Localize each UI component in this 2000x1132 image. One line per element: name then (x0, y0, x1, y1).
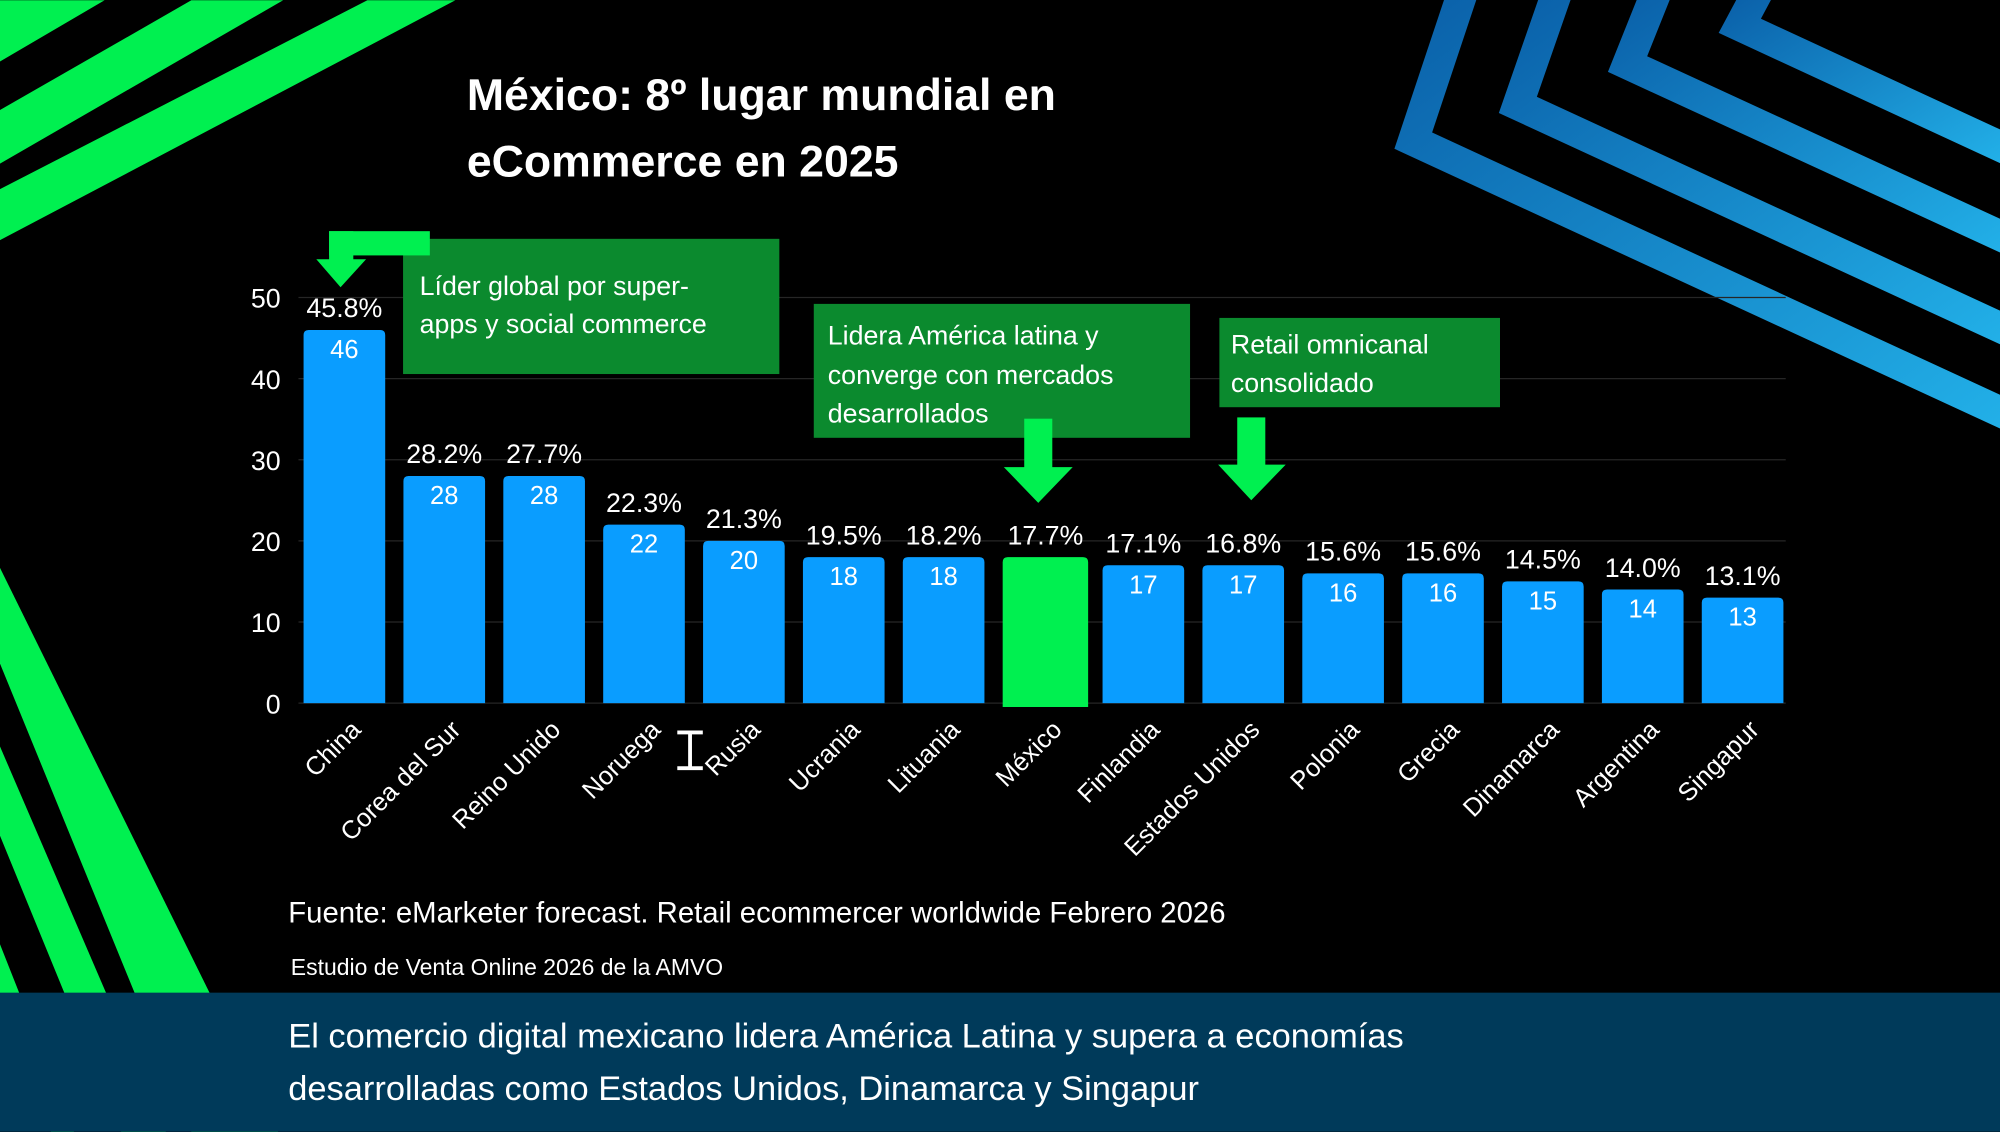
percent-label: 22.3% (606, 488, 682, 518)
value-label: 17 (1129, 571, 1157, 599)
y-tick-label: 50 (251, 284, 281, 314)
value-label: 28 (430, 482, 458, 510)
percent-label: 18.2% (906, 520, 982, 550)
percent-label: 14.0% (1605, 553, 1681, 583)
bar-lituania (902, 557, 985, 704)
y-tick-label: 40 (251, 365, 281, 395)
bar-finlandia (1102, 565, 1185, 704)
bars: 46 45.8% 28 28.2% 28 27.7% 22 22.3% 20 21.3% 18 19.… (303, 293, 1784, 707)
value-label: 18 (830, 563, 858, 591)
annotation-mexico-line-2: converge con mercados (828, 360, 1114, 390)
value-label: 13 (1728, 604, 1756, 632)
y-tick-label: 0 (266, 689, 281, 719)
green-stripes-top-left (0, 0, 456, 241)
value-label: 46 (330, 336, 358, 364)
percent-label: 14.5% (1505, 545, 1581, 575)
annotation-us-line-2: consolidado (1231, 368, 1374, 398)
annotation-china: Líder global por super- apps y social co… (403, 238, 780, 375)
percent-label: 17.1% (1105, 528, 1181, 558)
bar-singapur (1701, 597, 1784, 704)
study-note: Estudio de Venta Online 2026 de la AMVO (291, 954, 723, 980)
value-label: 28 (530, 482, 558, 510)
bar-méxico (1002, 557, 1089, 707)
bar-argentina (1601, 589, 1684, 704)
bar-reino-unido (503, 475, 585, 704)
annotation-mexico-line-1: Lidera América latina y (828, 321, 1099, 351)
annotation-us-line-1: Retail omnicanal (1231, 330, 1429, 360)
bar-corea-del-sur (403, 475, 486, 704)
value-label: 14 (1629, 596, 1657, 624)
footer-line-2: desarrolladas como Estados Unidos, Dinam… (288, 1070, 1199, 1108)
annotation-china-line-2: apps y social commerce (420, 309, 707, 339)
value-label: 17 (1229, 571, 1257, 599)
text-cursor-icon (677, 730, 703, 771)
bar-rusia (703, 540, 785, 704)
footer-line-1: El comercio digital mexicano lidera Amér… (288, 1018, 1403, 1056)
percent-label: 16.8% (1205, 528, 1281, 558)
percent-label: 27.7% (506, 439, 582, 469)
percent-label: 28.2% (406, 439, 482, 469)
y-tick-label: 10 (251, 608, 281, 638)
arrow-mexico-icon (1003, 418, 1073, 503)
percent-label: 15.6% (1305, 537, 1381, 567)
percent-label: 45.8% (306, 293, 382, 323)
bar-estados-unidos (1202, 565, 1285, 704)
footer-band (0, 992, 2000, 1132)
value-label: 15 (1529, 587, 1557, 615)
arrow-us-icon (1218, 417, 1286, 501)
annotation-china-line-1: Líder global por super- (420, 271, 689, 301)
blue-chevrons-top-right (1394, 0, 2000, 429)
bar-ucrania (802, 557, 885, 704)
bar-polonia (1302, 573, 1384, 704)
bar-dinamarca (1502, 581, 1584, 704)
bar-noruega (603, 524, 685, 704)
bar-grecia (1402, 573, 1484, 704)
chart-title-line-1: México: 8º lugar mundial en (467, 71, 1056, 120)
value-label: 16 (1329, 579, 1357, 607)
value-label: 22 (630, 531, 658, 559)
annotation-mexico-line-3: desarrollados (828, 399, 989, 429)
annotation-mexico: Lidera América latina y converge con mer… (813, 303, 1191, 438)
chart-title-line-2: eCommerce en 2025 (467, 137, 899, 186)
source-note: Fuente: eMarketer forecast. Retail ecomm… (288, 897, 1225, 930)
percent-label: 19.5% (806, 520, 882, 550)
percent-label: 15.6% (1405, 537, 1481, 567)
bar-china (303, 329, 386, 704)
percent-label: 13.1% (1705, 561, 1781, 591)
y-axis: 0 10 20 30 40 50 (251, 284, 281, 720)
y-tick-label: 20 (251, 527, 281, 557)
arrow-china-icon (316, 231, 430, 288)
percent-label: 21.3% (706, 504, 782, 534)
annotation-estados-unidos: Retail omnicanal consolidado (1219, 317, 1500, 408)
value-label: 16 (1429, 579, 1457, 607)
value-label: 20 (730, 547, 758, 575)
y-tick-label: 30 (251, 446, 281, 476)
value-label: 18 (929, 563, 957, 591)
percent-label: 17.7% (1007, 520, 1083, 550)
